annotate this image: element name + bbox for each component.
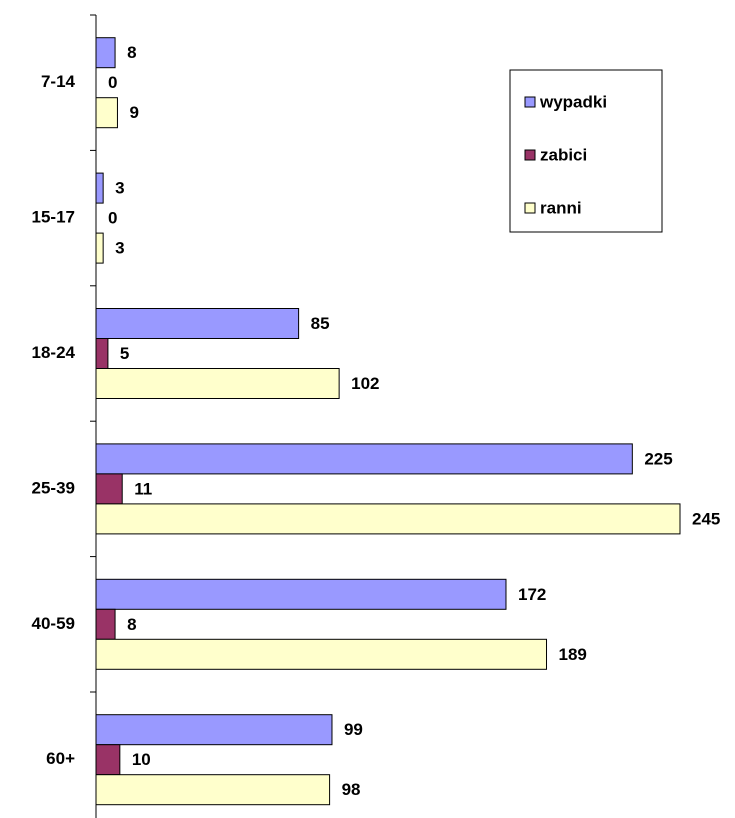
bar (95, 37, 116, 69)
data-label: 0 (108, 73, 117, 92)
bar (95, 308, 300, 339)
data-label: 245 (692, 509, 720, 528)
data-label: 189 (559, 645, 587, 664)
bar (95, 473, 123, 505)
legend-label: zabici (540, 145, 587, 164)
y-tick-label: 15-17 (32, 208, 75, 227)
bar (95, 368, 340, 399)
data-label: 10 (132, 750, 151, 769)
y-tick-label: 40-59 (32, 614, 75, 633)
data-label: 5 (120, 344, 129, 363)
data-label: 102 (351, 374, 379, 393)
bar (95, 714, 333, 746)
legend-label: wypadki (539, 92, 607, 111)
data-label: 8 (127, 43, 136, 62)
data-label: 225 (644, 449, 672, 468)
bar (95, 578, 507, 610)
bar (95, 638, 548, 670)
data-label: 172 (518, 585, 546, 604)
y-tick-label: 18-24 (32, 343, 76, 362)
data-label: 99 (344, 720, 363, 739)
bar (95, 774, 331, 806)
bar (95, 232, 104, 264)
data-label: 9 (129, 103, 138, 122)
bar (95, 172, 104, 204)
y-tick-label: 7-14 (41, 72, 76, 91)
data-label: 0 (108, 209, 117, 228)
legend-label: ranni (540, 198, 582, 217)
data-label: 8 (127, 615, 136, 634)
legend-swatch (524, 96, 536, 108)
data-label: 3 (115, 179, 124, 198)
bar (95, 97, 118, 129)
legend-swatch (524, 202, 536, 214)
data-label: 85 (311, 314, 330, 333)
legend-swatch (524, 149, 536, 161)
bar (95, 338, 109, 369)
bar (95, 744, 121, 776)
data-label: 11 (134, 479, 152, 498)
y-tick-label: 60+ (46, 749, 75, 768)
bar (95, 608, 116, 640)
bar (95, 503, 681, 535)
data-label: 98 (342, 780, 361, 799)
y-tick-label: 25-39 (32, 478, 75, 497)
bar (95, 443, 633, 475)
data-label: 3 (115, 239, 124, 258)
